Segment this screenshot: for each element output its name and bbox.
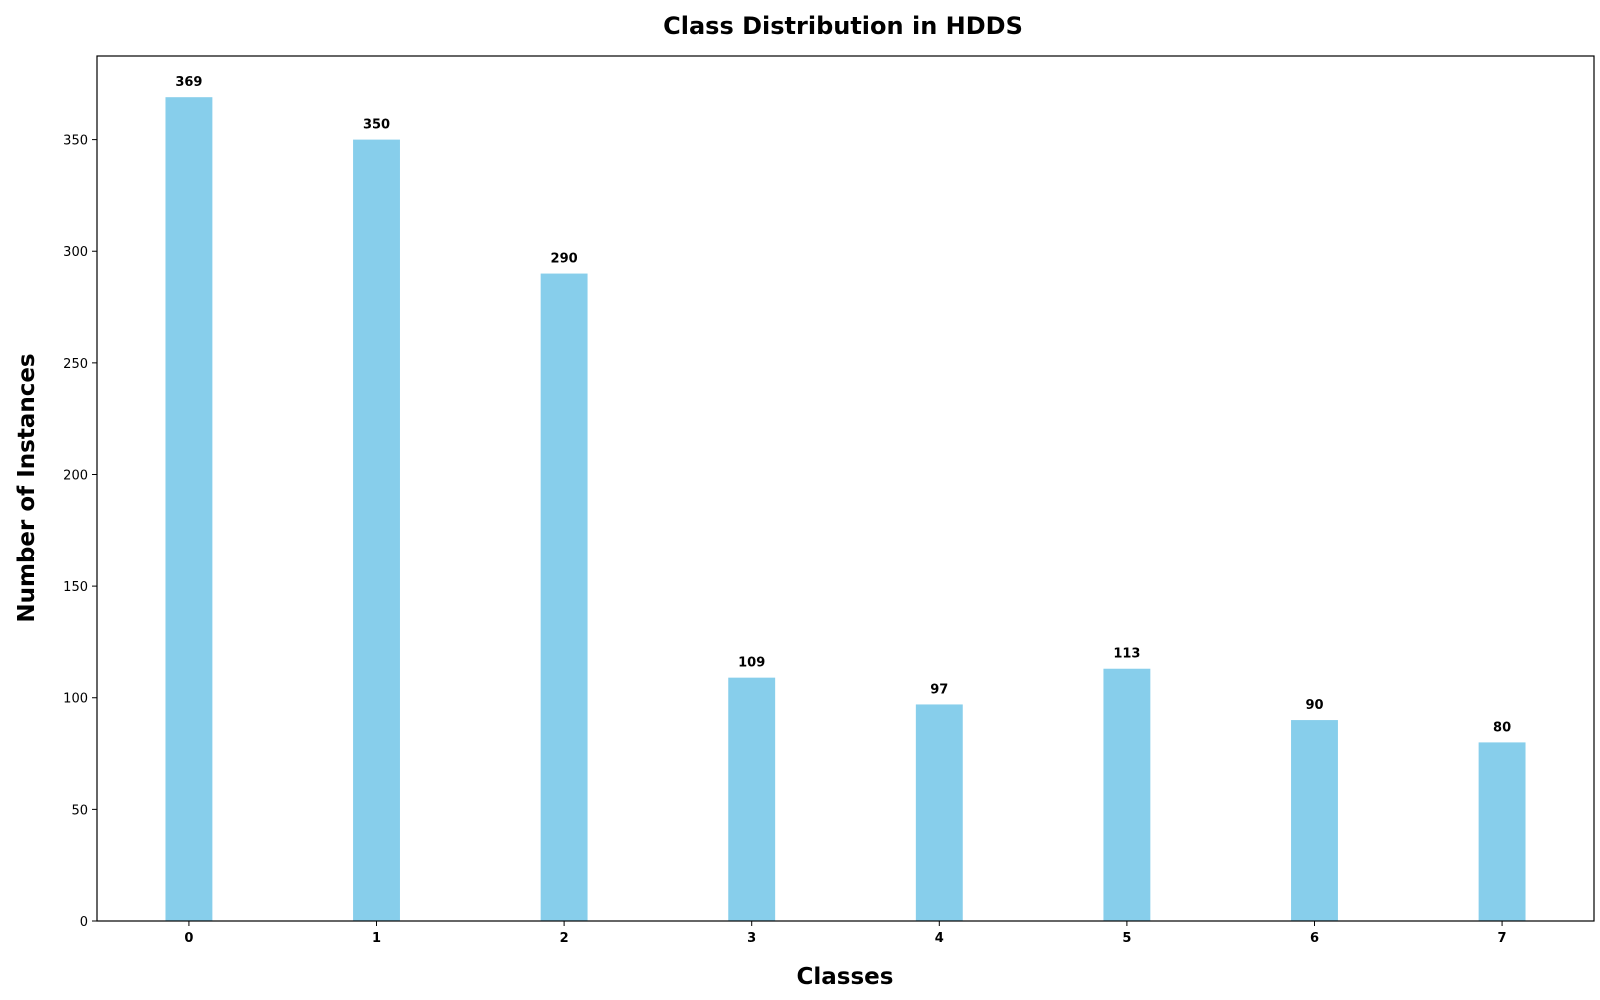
bar-class-3 bbox=[728, 677, 776, 921]
value-labels-group: 369 350 290 109 97 113 90 80 bbox=[175, 75, 1511, 735]
value-label-class-0: 369 bbox=[175, 75, 202, 90]
y-tick-label: 200 bbox=[63, 468, 88, 483]
x-tick-label: 5 bbox=[1122, 931, 1131, 946]
plot-frame bbox=[96, 55, 1595, 922]
y-tick-label: 300 bbox=[63, 245, 88, 260]
y-axis: 0 50 100 150 200 250 300 350 bbox=[63, 134, 97, 930]
value-label-class-1: 350 bbox=[363, 118, 390, 133]
x-axis-label: Classes bbox=[797, 964, 894, 990]
y-axis-label: Number of Instances bbox=[14, 353, 40, 622]
value-label-class-2: 290 bbox=[551, 252, 578, 267]
chart-title: Class Distribution in HDDS bbox=[663, 12, 1023, 40]
y-tick-label: 250 bbox=[63, 357, 88, 372]
y-tick-label: 150 bbox=[63, 580, 88, 595]
bar-class-4 bbox=[915, 704, 963, 921]
x-axis: 0 1 2 3 4 5 6 7 bbox=[184, 921, 1507, 946]
x-tick-label: 3 bbox=[747, 931, 756, 946]
x-tick-label: 1 bbox=[372, 931, 381, 946]
x-tick-label: 2 bbox=[560, 931, 569, 946]
value-label-class-5: 113 bbox=[1113, 647, 1140, 662]
bar-class-2 bbox=[540, 273, 588, 921]
bar-class-5 bbox=[1103, 668, 1151, 921]
x-tick-label: 6 bbox=[1310, 931, 1319, 946]
value-label-class-3: 109 bbox=[738, 656, 765, 671]
bars-group bbox=[165, 97, 1526, 921]
y-tick-label: 0 bbox=[80, 915, 88, 930]
value-label-class-7: 80 bbox=[1493, 720, 1511, 735]
y-tick-label: 100 bbox=[63, 692, 88, 707]
bar-class-6 bbox=[1291, 720, 1338, 921]
x-tick-label: 7 bbox=[1498, 931, 1507, 946]
y-tick-label: 50 bbox=[71, 803, 88, 818]
x-tick-label: 0 bbox=[184, 931, 193, 946]
value-label-class-6: 90 bbox=[1305, 698, 1323, 713]
bar-class-7 bbox=[1478, 742, 1526, 921]
value-label-class-4: 97 bbox=[930, 682, 948, 697]
bar-class-1 bbox=[353, 139, 400, 921]
x-tick-label: 4 bbox=[935, 931, 944, 946]
bar-class-0 bbox=[165, 97, 213, 921]
y-tick-label: 350 bbox=[63, 134, 88, 149]
